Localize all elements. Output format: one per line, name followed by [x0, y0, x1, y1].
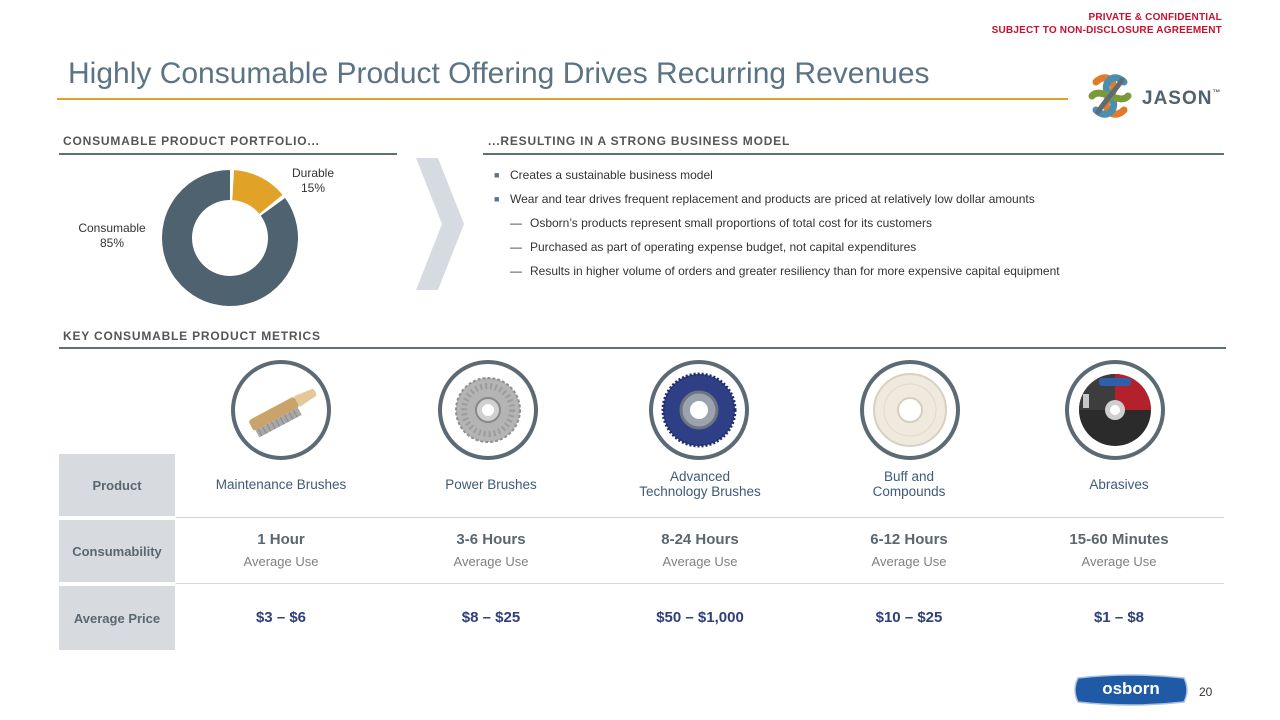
page-number: 20 [1199, 685, 1213, 699]
sub-bullet-text: Purchased as part of operating expense b… [530, 240, 917, 254]
product-name-line-2: Technology Brushes [639, 484, 761, 499]
metrics-rule [59, 347, 1226, 349]
square-bullet-icon: ■ [494, 194, 500, 204]
dash-bullet: — [510, 216, 522, 230]
sub-bullet-item: — Osborn’s products represent small propo… [494, 214, 1060, 238]
row-divider [176, 583, 1224, 584]
nylon-disc-brush-icon [661, 372, 737, 448]
consumability-hours: 15-60 Minutes [1069, 531, 1169, 548]
consumability-abrasives: 15-60 Minutes Average Use [1014, 531, 1224, 569]
donut-slice-consumable [162, 170, 298, 306]
confidential-line-2: SUBJECT TO NON-DISCLOSURE AGREEMENT [991, 25, 1222, 36]
consumability-caption: Average Use [662, 554, 738, 569]
consumability-hours: 8-24 Hours [661, 531, 739, 548]
osborn-logo-text: osborn [1102, 679, 1160, 698]
price-abrasives: $1 – $8 [1093, 609, 1145, 626]
consumable-label: Consumable 85% [72, 221, 152, 251]
dash-bullet: — [510, 240, 522, 254]
price-advanced-technology-brushes: $50 – $1,000 [656, 609, 744, 626]
durable-label: Durable 15% [284, 166, 342, 196]
consumable-label-text: Consumable [78, 221, 146, 235]
product-image-power-brushes [438, 360, 538, 460]
business-model-bullets: ■ Creates a sustainable business model ■ W… [494, 166, 1060, 286]
product-name-abrasives: Abrasives [1089, 477, 1149, 492]
consumability-caption: Average Use [243, 554, 319, 569]
product-name-power-brushes: Power Brushes [445, 477, 537, 492]
portfolio-rule [59, 153, 397, 155]
consumability-power-brushes: 3-6 Hours Average Use [386, 531, 596, 569]
wire-hand-brush-icon [249, 388, 317, 438]
business-model-rule [483, 153, 1224, 155]
price-maintenance-brushes: $3 – $6 [255, 609, 307, 626]
product-name-advanced-technology-brushes: Advanced Technology Brushes [595, 469, 805, 499]
product-name-buff-and-compounds: Buff and Compounds [804, 469, 1014, 499]
row-header-average-price: Average Price [59, 586, 175, 650]
wire-wheel-brush-icon [455, 377, 521, 443]
trademark-symbol: ™ [1212, 88, 1222, 97]
jason-logo: JASON™ [1086, 72, 1226, 124]
row-divider [176, 517, 1224, 518]
confidential-line-1: PRIVATE & CONFIDENTIAL [1088, 12, 1222, 23]
product-name-line-1: Buff and [883, 469, 935, 484]
consumability-caption: Average Use [1081, 554, 1157, 569]
metrics-heading: KEY CONSUMABLE PRODUCT METRICS [63, 329, 321, 343]
osborn-logo: osborn [1072, 674, 1190, 706]
jason-logo-mark-icon [1088, 74, 1132, 118]
sub-bullet-text: Osborn’s products represent small propor… [530, 216, 932, 230]
sub-bullet-item: — Purchased as part of operating expense … [494, 238, 1060, 262]
donut-slice-durable [232, 170, 283, 214]
buffing-wheel-icon [873, 373, 947, 447]
product-image-advanced-technology-brushes [649, 360, 749, 460]
bullet-item: ■ Creates a sustainable business model [494, 166, 1060, 190]
business-model-heading: ...RESULTING IN A STRONG BUSINESS MODEL [488, 134, 791, 148]
consumability-caption: Average Use [871, 554, 947, 569]
bullet-item: ■ Wear and tear drives frequent replaceme… [494, 190, 1060, 214]
osborn-logo-badge-icon [1074, 674, 1188, 706]
row-header-consumability: Consumability [59, 520, 175, 582]
product-name-line-2: Compounds [872, 484, 946, 499]
chevron-arrow-icon [416, 158, 464, 290]
consumability-advanced-technology-brushes: 8-24 Hours Average Use [595, 531, 805, 569]
product-image-buff-and-compounds [860, 360, 960, 460]
abrasive-disc-icon [1079, 374, 1151, 446]
price-buff-and-compounds: $10 – $25 [875, 609, 943, 626]
product-name-line-1: Advanced [669, 469, 731, 484]
product-image-maintenance-brushes [231, 360, 331, 460]
bullet-text: Creates a sustainable business model [510, 168, 713, 182]
sub-bullet-text: Results in higher volume of orders and g… [530, 264, 1060, 278]
sub-bullet-item: — Results in higher volume of orders and … [494, 262, 1060, 286]
consumability-buff-and-compounds: 6-12 Hours Average Use [804, 531, 1014, 569]
consumability-hours: 3-6 Hours [456, 531, 526, 548]
consumable-percent: 85% [99, 236, 125, 250]
confidentiality-notice: PRIVATE & CONFIDENTIAL SUBJECT TO NON-DI… [992, 11, 1222, 37]
consumability-hours: 1 Hour [257, 531, 305, 548]
consumability-hours: 6-12 Hours [870, 531, 948, 548]
jason-logo-text: JASON [1142, 88, 1213, 109]
durable-percent: 15% [300, 181, 326, 195]
square-bullet-icon: ■ [494, 170, 500, 180]
price-power-brushes: $8 – $25 [461, 609, 521, 626]
bullet-text: Wear and tear drives frequent replacemen… [510, 192, 1035, 206]
durable-label-text: Durable [291, 166, 335, 180]
product-name-maintenance-brushes: Maintenance Brushes [215, 477, 347, 492]
consumability-maintenance-brushes: 1 Hour Average Use [176, 531, 386, 569]
portfolio-heading: CONSUMABLE PRODUCT PORTFOLIO... [63, 134, 320, 148]
product-image-abrasives [1065, 360, 1165, 460]
donut-chart [162, 170, 298, 306]
slide-title: Highly Consumable Product Offering Drive… [68, 57, 930, 90]
consumability-caption: Average Use [453, 554, 529, 569]
dash-bullet: — [510, 264, 522, 278]
row-header-product: Product [59, 454, 175, 516]
title-underline [57, 98, 1068, 100]
